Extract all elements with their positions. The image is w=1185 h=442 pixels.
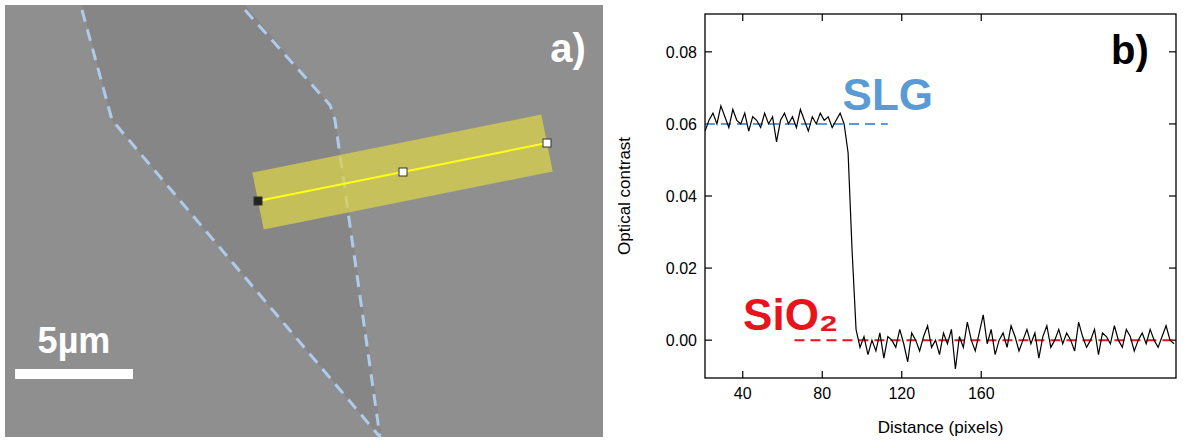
y-tick: [705, 340, 712, 341]
x-tick: [981, 14, 982, 21]
x-tick-label: 160: [968, 385, 995, 402]
plot-data: [705, 106, 1176, 369]
y-tick-label: 0.02: [666, 260, 697, 277]
chart-panel: 0.00 0.02 0.04 0.06 0.08 40 80 120 160 SLG SiO₂ Dis…: [615, 14, 1176, 437]
x-tick-label: 40: [734, 385, 752, 402]
y-tick-label: 0.08: [666, 44, 697, 61]
y-tick: [1169, 267, 1176, 268]
profile-line: [258, 143, 547, 201]
profile-handle: [543, 139, 551, 147]
annotation: SiO₂: [743, 290, 838, 339]
y-tick: [1169, 51, 1176, 52]
scale-bar-label: 5µm: [38, 320, 111, 361]
micrograph-panel: a) 5µm: [5, 5, 603, 437]
x-tick-label: 80: [813, 385, 831, 402]
x-tick: [822, 14, 823, 21]
reference-line: [705, 123, 888, 125]
y-tick-label: 0.00: [666, 332, 697, 349]
annotation: SLG: [843, 70, 933, 119]
y-tick-label: 0.04: [666, 188, 697, 205]
y-tick: [1169, 195, 1176, 196]
x-tick: [901, 14, 902, 21]
panel-label: a): [550, 26, 586, 70]
y-tick-label: 0.06: [666, 116, 697, 133]
plot-frame: [705, 14, 1176, 378]
x-axis-title: Distance (pixels): [878, 418, 1004, 437]
x-tick: [742, 14, 743, 21]
y-tick: [1169, 123, 1176, 124]
substrate: [5, 5, 603, 437]
profile-curve: [705, 106, 1174, 369]
figure: a) 5µm 0.00 0.02 0.04 0.06 0.08 40 80 120 160 SLG Si…: [0, 0, 1185, 442]
x-tick: [981, 371, 982, 378]
profile-handle: [399, 168, 407, 176]
x-tick: [822, 371, 823, 378]
profile-handle: [254, 197, 262, 205]
y-tick: [705, 267, 712, 268]
x-tick: [901, 371, 902, 378]
scale-bar: [15, 369, 133, 379]
x-tick: [742, 371, 743, 378]
panel-label: b): [1111, 28, 1149, 72]
y-tick: [705, 51, 712, 52]
y-tick: [705, 195, 712, 196]
x-tick-label: 120: [888, 385, 915, 402]
profile-band: [252, 115, 552, 230]
y-axis-title: Optical contrast: [615, 137, 634, 255]
